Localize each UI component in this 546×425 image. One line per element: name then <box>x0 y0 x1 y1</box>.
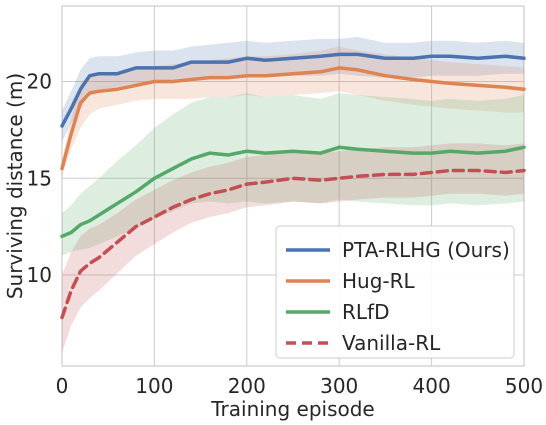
legend: PTA-RLHG (Ours) Hug-RL RLfD Vanilla-RL <box>275 225 515 359</box>
rlfd-line <box>60 145 526 239</box>
pta-rlhg-ours-band <box>62 37 524 142</box>
pta-rlhg-ours-legend-label: PTA-RLHG (Ours) <box>342 238 510 262</box>
x-tick-label: 200 <box>228 374 266 398</box>
rlfd-legend-label: RLfD <box>342 300 389 324</box>
x-tick-label: 400 <box>413 374 451 398</box>
y-tick-label: 10 <box>27 263 52 287</box>
y-tick-label: 15 <box>27 166 52 190</box>
series-lines <box>60 52 526 320</box>
x-tick-label: 100 <box>135 374 173 398</box>
rlfd-band <box>62 93 524 256</box>
vanilla-rl-line <box>60 168 526 320</box>
x-tick-label: 500 <box>505 374 543 398</box>
x-tick-label: 300 <box>320 374 358 398</box>
x-tick-label: 0 <box>56 374 69 398</box>
pta-rlhg-ours-line <box>60 52 526 128</box>
x-axis-label: Training episode <box>210 397 375 421</box>
hug-rl-legend-label: Hug-RL <box>342 269 416 293</box>
tick-labels: 0 100 200 300 400 500 10 15 20 <box>27 69 544 398</box>
hug-rl-line <box>60 66 526 171</box>
y-tick-label: 20 <box>27 69 52 93</box>
y-axis-label: Surviving distance (m) <box>3 73 27 299</box>
vanilla-rl-band <box>62 143 524 353</box>
legend-frame <box>275 225 515 359</box>
vanilla-rl-legend-label: Vanilla-RL <box>342 331 441 355</box>
